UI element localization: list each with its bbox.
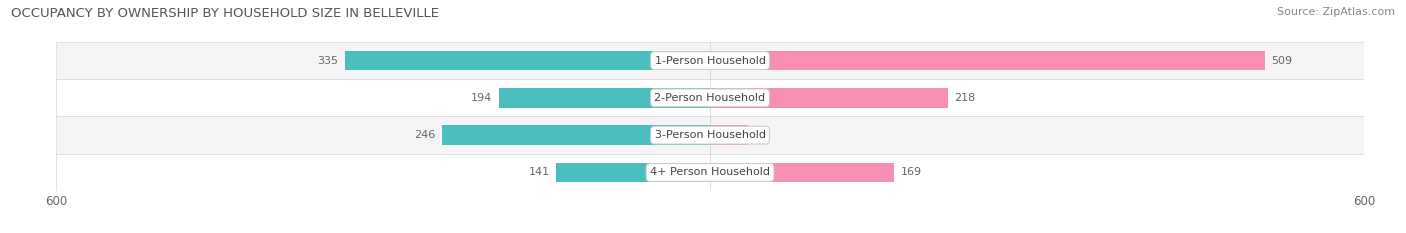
Text: 1-Person Household: 1-Person Household <box>655 56 765 65</box>
Bar <box>56 154 1364 191</box>
Bar <box>710 125 748 145</box>
Text: 35: 35 <box>755 130 769 140</box>
Bar <box>56 116 1364 154</box>
Text: 218: 218 <box>955 93 976 103</box>
Bar <box>710 88 948 108</box>
Text: 2-Person Household: 2-Person Household <box>654 93 766 103</box>
Text: 509: 509 <box>1271 56 1292 65</box>
Bar <box>441 125 710 145</box>
Text: 3-Person Household: 3-Person Household <box>655 130 765 140</box>
Text: Source: ZipAtlas.com: Source: ZipAtlas.com <box>1277 7 1395 17</box>
Bar <box>56 79 1364 116</box>
Text: 194: 194 <box>471 93 492 103</box>
Bar <box>710 51 1264 70</box>
Bar <box>344 51 710 70</box>
Bar <box>557 163 710 182</box>
Text: 4+ Person Household: 4+ Person Household <box>650 168 770 177</box>
Bar <box>56 42 1364 79</box>
Bar <box>710 163 894 182</box>
Bar <box>499 88 710 108</box>
Text: 169: 169 <box>901 168 922 177</box>
Text: 335: 335 <box>318 56 339 65</box>
Text: OCCUPANCY BY OWNERSHIP BY HOUSEHOLD SIZE IN BELLEVILLE: OCCUPANCY BY OWNERSHIP BY HOUSEHOLD SIZE… <box>11 7 439 20</box>
Text: 141: 141 <box>529 168 550 177</box>
Text: 246: 246 <box>415 130 436 140</box>
